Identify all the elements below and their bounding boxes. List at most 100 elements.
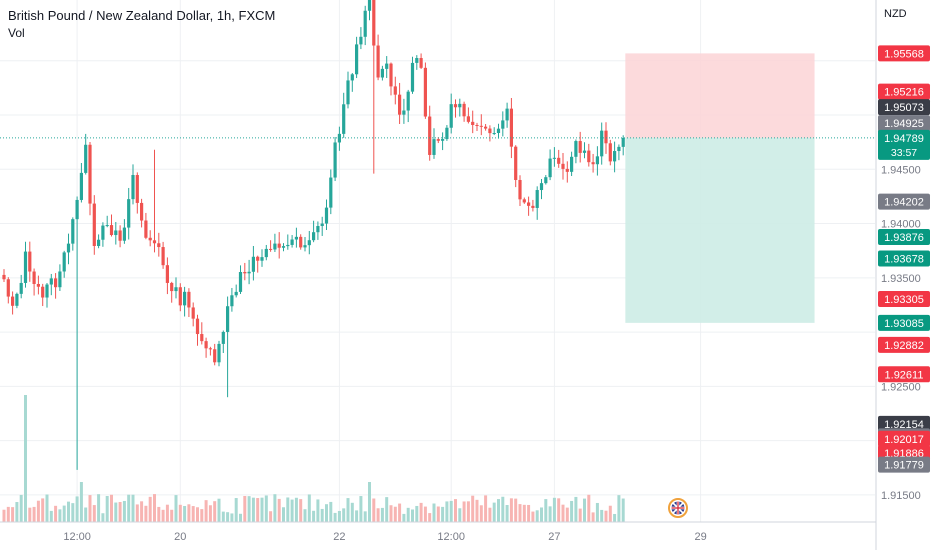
volume-bar: [419, 502, 423, 522]
volume-bar: [148, 496, 152, 522]
candle-body: [256, 256, 260, 261]
price-labels: 1.955681.952161.950731.949251.947961.947…: [878, 45, 930, 473]
volume-bar: [497, 499, 500, 522]
candle-body: [591, 162, 595, 165]
volume-bar: [578, 508, 582, 522]
candle-body: [79, 172, 83, 200]
candle-body: [372, 0, 376, 46]
volume-bar: [217, 498, 221, 522]
volume-bar: [273, 494, 277, 522]
candle-body: [466, 116, 470, 122]
candle-body: [445, 127, 449, 140]
volume-bar: [230, 513, 234, 522]
candle-body: [595, 156, 599, 165]
volume-bar: [613, 513, 617, 522]
volume-bar: [307, 494, 311, 522]
price-label-text: 1.93085: [884, 318, 924, 330]
volume-bar: [58, 509, 62, 522]
volume-bar: [269, 511, 273, 522]
candle-body: [604, 130, 608, 144]
volume-bar: [505, 505, 509, 522]
volume-bar: [174, 495, 178, 522]
candle-body: [84, 144, 88, 173]
position-tool[interactable]: [625, 53, 815, 323]
candle-body: [367, 0, 372, 11]
price-label-text: 1.94202: [884, 197, 924, 209]
volume-bar: [454, 499, 457, 522]
price-label-text: 1.92017: [884, 434, 924, 446]
price-label-box: [878, 193, 930, 210]
volume-bar: [492, 502, 496, 522]
volume-bar: [359, 496, 363, 522]
volume-bar: [565, 507, 569, 522]
candle-body: [613, 151, 617, 162]
volume-bar: [45, 494, 49, 522]
volume-bar: [466, 501, 470, 522]
price-label-text: 1.95216: [884, 87, 924, 99]
volume-bar: [88, 495, 92, 522]
volume-bar: [600, 509, 604, 522]
candle-body: [492, 133, 496, 135]
candle-body: [449, 104, 453, 128]
volume-bar: [527, 504, 531, 522]
volume-bar: [393, 506, 397, 522]
y-tick-label: 1.93500: [881, 273, 921, 285]
candle-body: [273, 243, 277, 250]
price-label-box: [878, 456, 930, 473]
candle-body: [71, 219, 75, 244]
candle-body: [453, 104, 458, 108]
volume-bar: [221, 511, 225, 522]
candle-body: [324, 207, 329, 224]
volume-bar: [583, 498, 586, 522]
candle-body: [359, 36, 363, 45]
candle-body: [402, 110, 406, 115]
volume-bar: [368, 482, 371, 522]
price-label-text: 1.94789: [884, 133, 924, 145]
volume-bar: [617, 495, 621, 522]
price-label-box: [878, 250, 930, 267]
candle-body: [260, 257, 264, 261]
volume-bar: [110, 494, 113, 522]
candle-body: [238, 272, 243, 292]
candle-body: [269, 248, 273, 250]
volume-bar: [570, 500, 574, 522]
candle-body: [587, 150, 591, 163]
candle-body: [415, 58, 419, 63]
candle-body: [58, 271, 62, 288]
volume-bar: [144, 505, 148, 522]
volume-bar: [75, 496, 79, 522]
volume-bar: [256, 498, 260, 522]
volume-bar: [127, 494, 131, 522]
candle-body: [376, 45, 380, 78]
volume-bar: [153, 494, 156, 522]
price-label-box: [878, 45, 930, 62]
candle-body: [97, 239, 101, 246]
volume-bar: [191, 506, 195, 522]
volume-bar: [140, 501, 144, 522]
volume-bar: [406, 507, 410, 522]
candle-body: [247, 271, 251, 274]
volume-bar: [376, 508, 380, 522]
price-label-text: 1.93305: [884, 294, 924, 306]
event-flag[interactable]: [668, 498, 688, 518]
candle-body: [423, 67, 427, 117]
volume-bar: [118, 502, 122, 522]
candle-body: [574, 141, 578, 157]
volume-bar: [294, 497, 298, 522]
candle-body: [281, 246, 286, 248]
volume-bar: [337, 510, 341, 522]
volume-indicator-label[interactable]: Vol: [8, 26, 25, 40]
candle-body: [600, 130, 604, 157]
candle-body: [92, 203, 96, 246]
volume-bar: [41, 498, 45, 522]
chart-title[interactable]: British Pound / New Zealand Dollar, 1h, …: [8, 8, 276, 23]
candle-body: [195, 318, 200, 335]
price-label-text: 1.92882: [884, 340, 924, 352]
price-label-box: [878, 129, 930, 160]
candle-body: [389, 63, 393, 87]
volume-bar: [84, 507, 88, 522]
volume-bar: [114, 502, 118, 522]
candle-body: [62, 252, 66, 272]
volume-bar: [488, 507, 492, 522]
